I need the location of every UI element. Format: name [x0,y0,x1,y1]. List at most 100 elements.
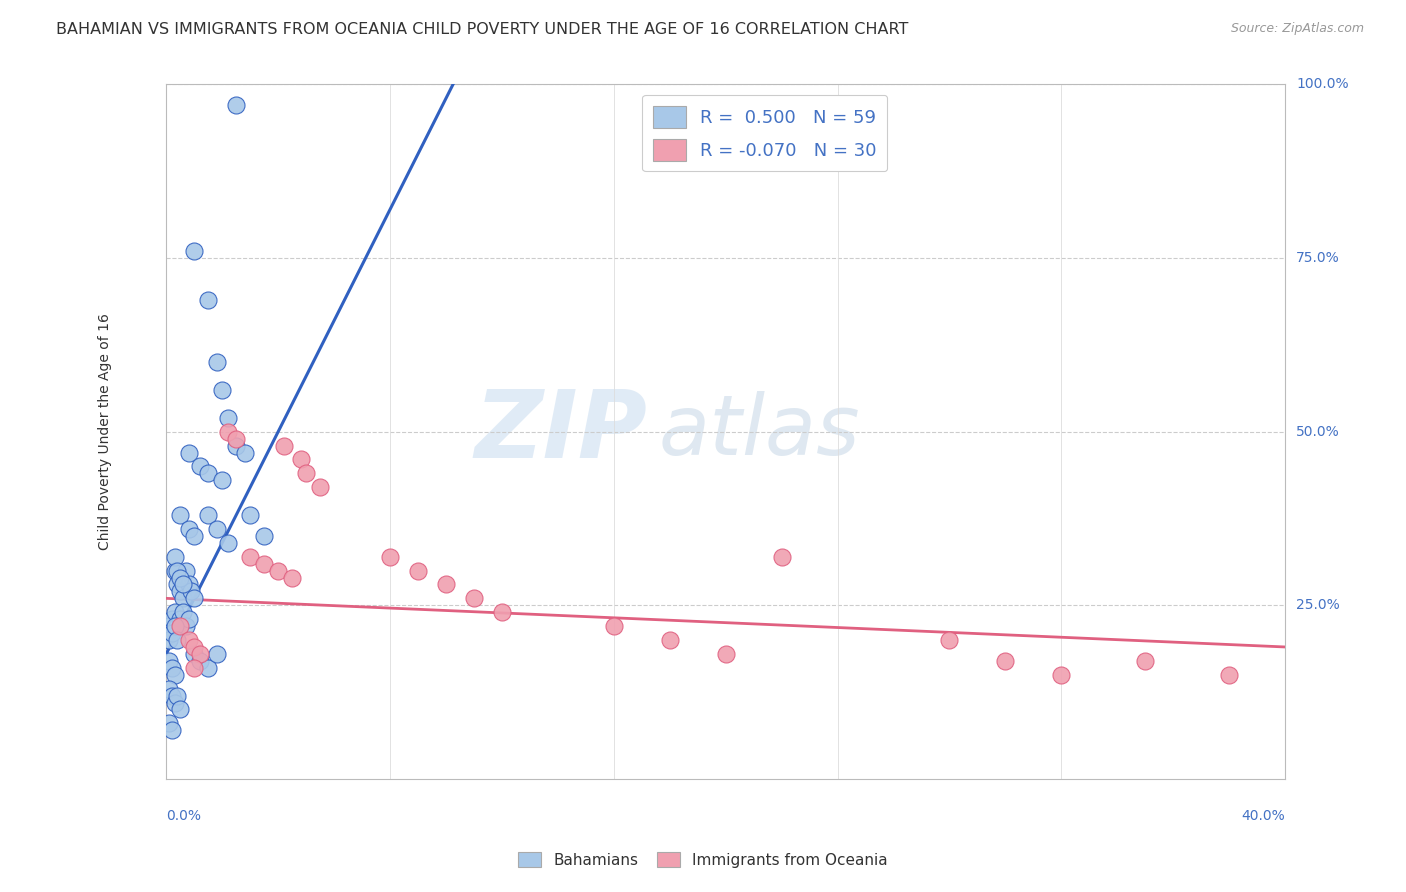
Point [157,654,180,668]
Point [169,619,191,633]
Text: ZIP: ZIP [474,385,647,478]
Point [217,536,239,550]
Point [267,564,290,578]
Text: 50.0%: 50.0% [1296,425,1340,439]
Point [434,577,457,591]
Point [166,619,188,633]
Point [205,355,228,369]
Point [253,557,276,571]
Point [183,640,205,654]
Point [658,633,681,648]
Point [183,591,205,606]
Text: Child Poverty Under the Age of 16: Child Poverty Under the Age of 16 [98,313,111,550]
Point [183,661,205,675]
Point [163,667,186,681]
Point [183,529,205,543]
Point [160,723,183,738]
Point [166,689,188,703]
Point [994,654,1017,668]
Point [169,584,191,599]
Point [163,564,186,578]
Point [233,445,256,459]
Point [163,549,186,564]
Legend: R =  0.500   N = 59, R = -0.070   N = 30: R = 0.500 N = 59, R = -0.070 N = 30 [643,95,887,171]
Point [406,564,429,578]
Text: 100.0%: 100.0% [1296,78,1348,92]
Point [211,473,233,487]
Point [239,549,262,564]
Point [177,612,200,626]
Point [183,244,205,259]
Point [177,577,200,591]
Text: Source: ZipAtlas.com: Source: ZipAtlas.com [1230,22,1364,36]
Point [188,654,211,668]
Point [770,549,793,564]
Point [172,577,194,591]
Point [166,564,188,578]
Text: atlas: atlas [658,392,860,472]
Point [239,508,262,522]
Point [253,529,276,543]
Point [169,702,191,716]
Point [281,570,304,584]
Point [290,452,312,467]
Point [1218,667,1240,681]
Point [714,647,737,661]
Point [163,696,186,710]
Legend: Bahamians, Immigrants from Oceania: Bahamians, Immigrants from Oceania [512,846,894,873]
Point [166,633,188,648]
Point [205,647,228,661]
Point [160,689,183,703]
Text: 25.0%: 25.0% [1296,599,1340,612]
Point [225,439,247,453]
Point [1135,654,1157,668]
Point [169,612,191,626]
Point [172,605,194,619]
Point [160,626,183,640]
Point [157,619,180,633]
Point [225,98,247,112]
Point [169,508,191,522]
Point [225,432,247,446]
Point [160,612,183,626]
Point [177,445,200,459]
Point [463,591,485,606]
Point [166,577,188,591]
Point [177,633,200,648]
Text: 40.0%: 40.0% [1241,809,1285,823]
Point [169,570,191,584]
Point [177,522,200,536]
Text: BAHAMIAN VS IMMIGRANTS FROM OCEANIA CHILD POVERTY UNDER THE AGE OF 16 CORRELATIO: BAHAMIAN VS IMMIGRANTS FROM OCEANIA CHIL… [56,22,908,37]
Point [157,716,180,731]
Point [197,467,219,481]
Point [188,647,211,661]
Point [217,410,239,425]
Point [197,661,219,675]
Point [309,480,332,494]
Point [172,591,194,606]
Point [938,633,960,648]
Point [197,508,219,522]
Point [1050,667,1073,681]
Text: 75.0%: 75.0% [1296,251,1340,265]
Point [197,293,219,307]
Point [603,619,626,633]
Point [160,661,183,675]
Point [188,459,211,474]
Point [157,633,180,648]
Point [183,647,205,661]
Point [273,439,295,453]
Point [211,383,233,397]
Point [157,681,180,696]
Point [295,467,318,481]
Point [174,619,197,633]
Text: 0.0%: 0.0% [166,809,201,823]
Point [217,425,239,439]
Point [174,564,197,578]
Point [491,605,513,619]
Point [205,522,228,536]
Point [180,584,202,599]
Point [163,605,186,619]
Point [163,619,186,633]
Point [378,549,401,564]
